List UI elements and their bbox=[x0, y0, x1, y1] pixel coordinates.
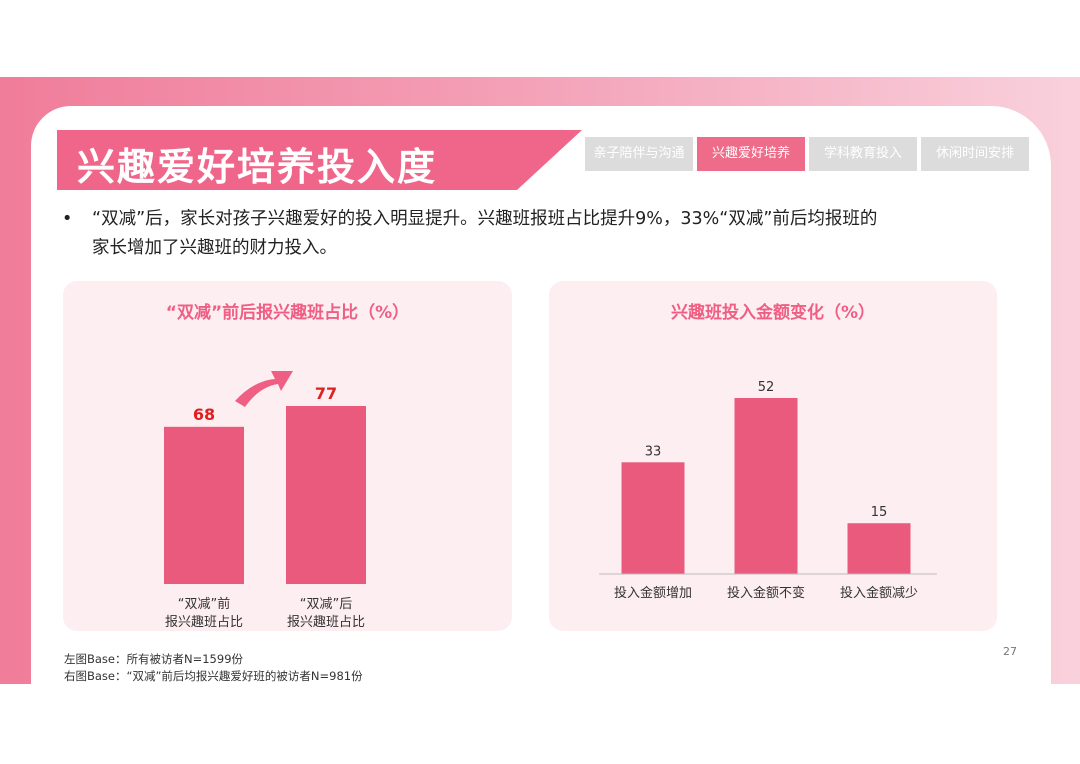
title-banner-shape bbox=[57, 130, 582, 190]
section-tabs: 亲子陪伴与沟通 兴趣爱好培养 学科教育投入 休闲时间安排 bbox=[585, 137, 1033, 171]
data-label: 15 bbox=[871, 505, 888, 520]
data-label: 52 bbox=[758, 380, 775, 395]
bar bbox=[621, 462, 685, 574]
footnote-right-base: 右图Base：“双减”前后均报兴趣爱好班的被访者N=981份 bbox=[64, 669, 363, 683]
tab-academic-investment[interactable]: 学科教育投入 bbox=[809, 137, 917, 171]
bar bbox=[164, 426, 244, 584]
right-chart: 兴趣班投入金额变化（%） 33 投入金额增加 52 投入金额不变 15 投入金额减少 bbox=[599, 302, 937, 601]
tick-label: 投入金额减少 bbox=[840, 585, 918, 601]
left-chart-panel: “双减”前后报兴趣班占比（%） 68 “双减”前报兴趣班占比 77 “双减”后报兴趣班占… bbox=[63, 281, 512, 631]
tab-parent-companionship[interactable]: 亲子陪伴与沟通 bbox=[585, 137, 693, 171]
tick-label: 报兴趣班占比 bbox=[165, 615, 243, 630]
tab-hobby-cultivation[interactable]: 兴趣爱好培养 bbox=[697, 137, 805, 171]
tick-label: 报兴趣班占比 bbox=[287, 615, 365, 630]
data-label: 77 bbox=[315, 384, 337, 403]
tab-leisure-time[interactable]: 休闲时间安排 bbox=[921, 137, 1029, 171]
page-title: 兴趣爱好培养投入度 bbox=[77, 145, 438, 189]
trend-arrow-icon bbox=[235, 371, 293, 407]
summary-text: “双减”后，家长对孩子兴趣爱好的投入明显提升。兴趣班报班占比提升9%，33%“双… bbox=[92, 205, 1022, 263]
footnote-left-base: 左图Base：所有被访者N=1599份 bbox=[64, 652, 244, 666]
tick-label: “双减”前 bbox=[178, 596, 230, 612]
bullet-dot: • bbox=[62, 209, 73, 229]
bar bbox=[734, 398, 798, 574]
tick-label: 投入金额增加 bbox=[614, 585, 692, 601]
right-chart-panel: 兴趣班投入金额变化（%） 33 投入金额增加 52 投入金额不变 15 投入金额减少 bbox=[549, 281, 997, 631]
bar bbox=[286, 406, 366, 584]
summary-line-2: 家长增加了兴趣班的财力投入。 bbox=[92, 238, 337, 258]
summary-line-1: “双减”后，家长对孩子兴趣爱好的投入明显提升。兴趣班报班占比提升9%，33%“双… bbox=[92, 209, 878, 229]
bar bbox=[847, 523, 911, 574]
chart-title: 兴趣班投入金额变化（%） bbox=[671, 302, 875, 323]
chart-title: “双减”前后报兴趣班占比（%） bbox=[166, 302, 409, 323]
tick-label: “双减”后 bbox=[300, 597, 352, 612]
data-label: 33 bbox=[645, 444, 662, 459]
page-number: 27 bbox=[1003, 645, 1017, 658]
tick-label: 投入金额不变 bbox=[727, 585, 805, 601]
page-title-banner: 兴趣爱好培养投入度 bbox=[57, 130, 582, 190]
data-label: 68 bbox=[193, 405, 215, 424]
